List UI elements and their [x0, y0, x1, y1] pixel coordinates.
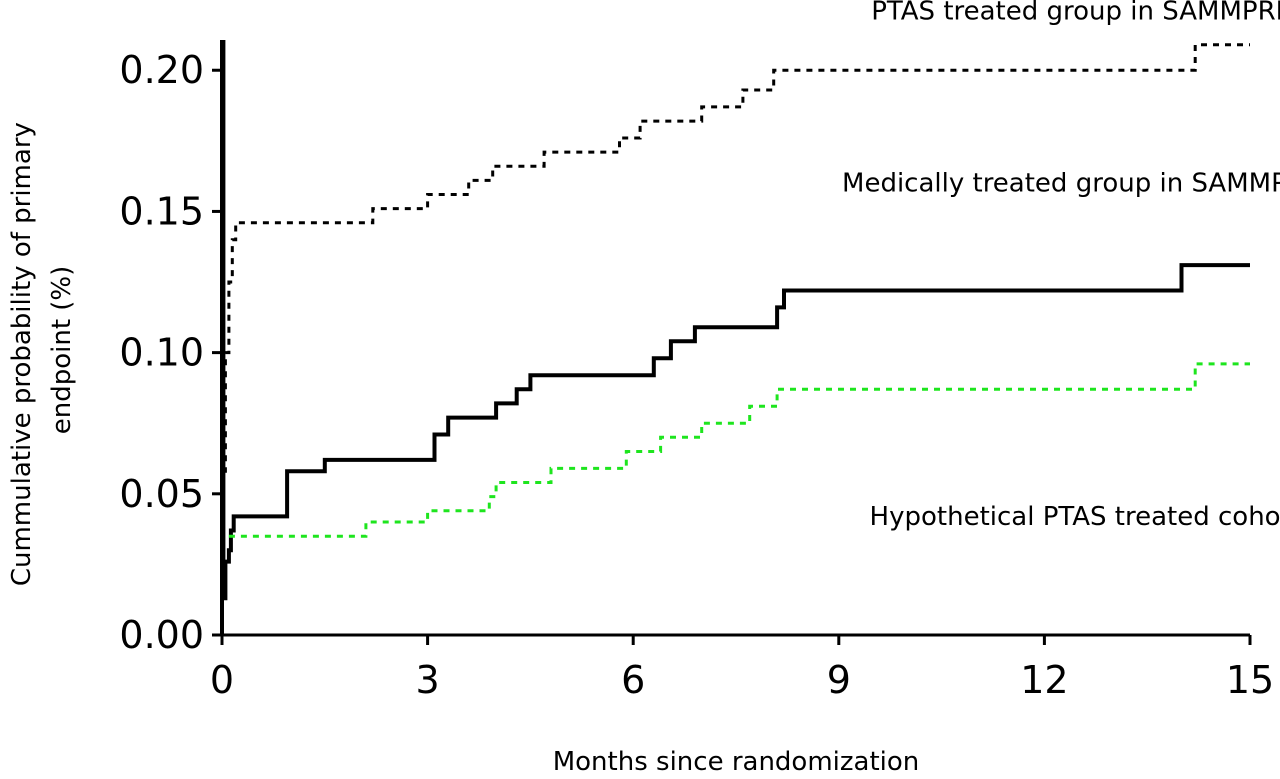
- x-axis-ticks: 0 3 6 9 12 15: [210, 635, 1274, 702]
- x-tick-label: 0: [210, 658, 234, 702]
- plot-series: [220, 40, 1250, 635]
- y-axis-label-line-1: Cummulative probability of primary: [7, 122, 37, 586]
- x-tick-label: 6: [621, 658, 645, 702]
- y-tick-label: 0.20: [119, 48, 204, 92]
- y-tick-label: 0.10: [119, 331, 204, 375]
- annotation-label: Hypothetical PTAS treated cohort: [870, 502, 1280, 532]
- x-tick-label: 15: [1226, 658, 1274, 702]
- y-axis-ticks: 0.00 0.05 0.10 0.15 0.20: [119, 48, 222, 657]
- y-tick-label: 0.15: [119, 189, 204, 233]
- y-tick-label: 0.05: [119, 472, 204, 516]
- y-axis-label-line-2: endpoint (%): [47, 266, 77, 435]
- series-line-3: [228, 362, 1250, 538]
- y-tick-label: 0.00: [119, 613, 204, 657]
- x-tick-label: 12: [1020, 658, 1068, 702]
- annotation-label: PTAS treated group in SAMMPRIS: [871, 0, 1280, 26]
- series-line-2: [223, 43, 1250, 473]
- annotation-label: Medically treated group in SAMMPRIS: [842, 169, 1280, 199]
- y-axis-label: Cummulative probability of primary endpo…: [7, 114, 77, 586]
- series-line-1: [220, 40, 1250, 635]
- x-tick-label: 9: [827, 658, 851, 702]
- x-tick-label: 3: [416, 658, 440, 702]
- chart-annotations: PTAS treated group in SAMMPRIS Medically …: [842, 0, 1280, 532]
- x-axis-label: Months since randomization: [553, 747, 920, 777]
